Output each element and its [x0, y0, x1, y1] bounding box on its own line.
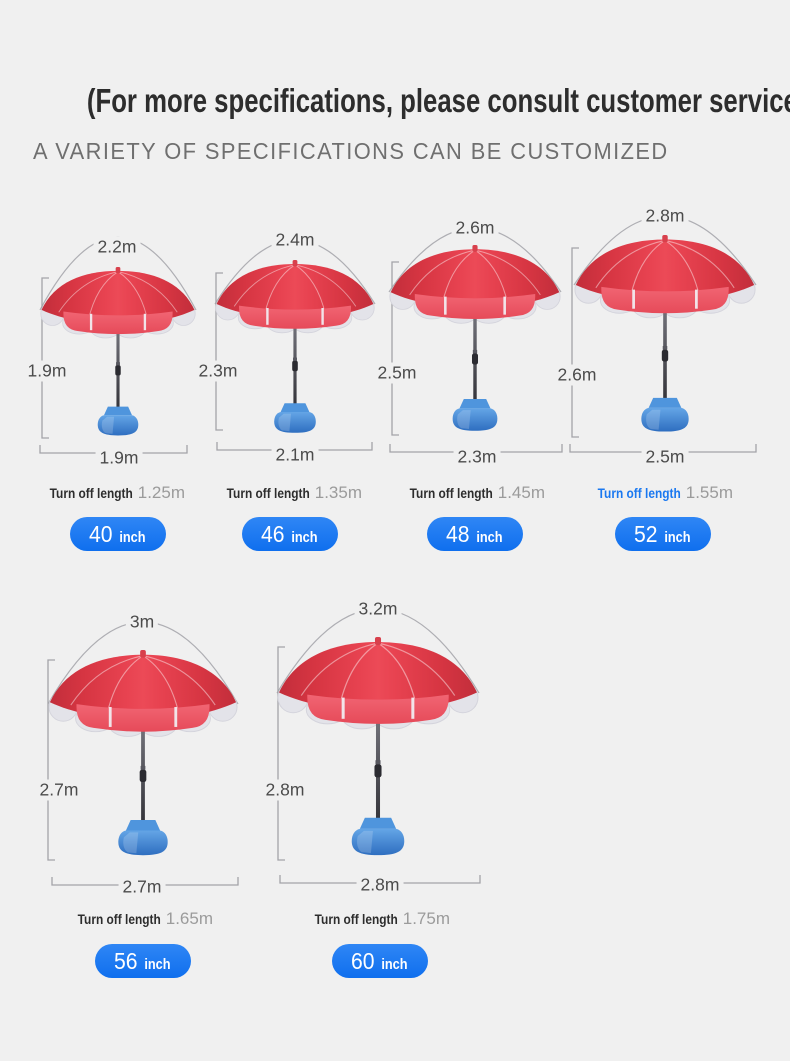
umbrella-figure-46inch: 2.4m 2.3m 2.1m [194, 195, 391, 475]
umbrella-graphic [569, 215, 757, 453]
size-pill-56-inch[interactable]: 56 inch [95, 944, 191, 978]
size-unit: inch [119, 529, 146, 546]
width-label: 1.9m [95, 447, 143, 469]
arc-diameter-label: 2.6m [451, 217, 499, 239]
umbrella-art [389, 244, 561, 432]
width-label: 2.1m [271, 444, 319, 466]
turn-off-length-56inch: Turn off length 1.65m [63, 909, 213, 929]
height-bracket [41, 277, 49, 439]
turn-off-value: 1.65m [165, 909, 213, 928]
size-pill-48-inch[interactable]: 48 inch [427, 517, 523, 551]
turn-off-length-40inch: Turn off length 1.25m [35, 483, 185, 503]
umbrella-figure-52inch: 2.8m 2.6m 2.5m [553, 195, 757, 475]
height-bracket [571, 247, 579, 438]
umbrella-figure-56inch: 3m 2.7m 2.7m [30, 592, 260, 898]
turn-off-label: Turn off length [226, 485, 310, 501]
size-number: 40 [89, 521, 113, 547]
turn-off-value: 1.75m [402, 909, 450, 928]
umbrella-figure-40inch: 2.2m 1.9m 1.9m [23, 195, 210, 475]
page-subtitle: A VARIETY OF SPECIFICATIONS CAN BE CUSTO… [33, 138, 669, 164]
size-unit: inch [291, 529, 318, 546]
arc-diameter-label: 3m [125, 611, 159, 633]
umbrella-graphic [276, 608, 481, 884]
height-bracket [215, 272, 223, 431]
size-number: 46 [261, 521, 285, 547]
size-number: 56 [114, 948, 138, 974]
arc-diameter-label: 2.8m [641, 205, 689, 227]
size-pill-52-inch[interactable]: 52 inch [615, 517, 711, 551]
size-number: 60 [351, 948, 375, 974]
size-unit: inch [664, 529, 691, 546]
turn-off-value: 1.45m [497, 483, 545, 502]
height-label: 2.3m [194, 360, 242, 382]
width-label: 2.5m [641, 446, 689, 468]
size-unit: inch [144, 956, 171, 973]
turn-off-label: Turn off length [597, 485, 681, 501]
turn-off-label: Turn off length [409, 485, 493, 501]
turn-off-value: 1.35m [314, 483, 362, 502]
size-pill-40-inch[interactable]: 40 inch [70, 517, 166, 551]
size-pill-46-inch[interactable]: 46 inch [242, 517, 338, 551]
size-number: 48 [446, 521, 470, 547]
umbrella-art [215, 259, 375, 434]
height-label: 2.6m [553, 364, 601, 386]
size-pill-60-inch[interactable]: 60 inch [332, 944, 428, 978]
height-bracket [391, 261, 399, 436]
umbrella-figure-48inch: 2.6m 2.5m 2.3m [373, 195, 574, 475]
width-label: 2.8m [356, 874, 404, 896]
turn-off-label: Turn off length [77, 911, 161, 927]
height-bracket [277, 646, 285, 861]
turn-off-length-60inch: Turn off length 1.75m [300, 909, 450, 929]
size-number: 52 [634, 521, 658, 547]
height-bracket [47, 659, 55, 861]
umbrella-art [40, 266, 196, 436]
arc-diameter-label: 3.2m [354, 598, 402, 620]
size-unit: inch [381, 956, 408, 973]
turn-off-label: Turn off length [314, 911, 398, 927]
width-label: 2.7m [118, 876, 166, 898]
height-label: 1.9m [23, 360, 71, 382]
umbrella-art [277, 636, 479, 856]
height-label: 2.5m [373, 362, 421, 384]
umbrella-art [574, 234, 756, 433]
arc-diameter-label: 2.2m [93, 236, 141, 258]
height-label: 2.7m [35, 779, 83, 801]
turn-off-value: 1.55m [685, 483, 733, 502]
umbrella-graphic [47, 621, 239, 886]
turn-off-value: 1.25m [137, 483, 185, 502]
page-title: (For more specifications, please consult… [86, 82, 790, 119]
turn-off-length-48inch: Turn off length 1.45m [395, 483, 545, 503]
size-unit: inch [476, 529, 503, 546]
height-label: 2.8m [261, 779, 309, 801]
turn-off-label: Turn off length [49, 485, 133, 501]
turn-off-length-46inch: Turn off length 1.35m [212, 483, 362, 503]
umbrella-art [48, 649, 238, 856]
width-label: 2.3m [453, 446, 501, 468]
turn-off-length-52inch: Turn off length 1.55m [583, 483, 733, 503]
umbrella-figure-60inch: 3.2m 2.8m 2.8m [261, 592, 498, 897]
arc-diameter-label: 2.4m [271, 229, 319, 251]
